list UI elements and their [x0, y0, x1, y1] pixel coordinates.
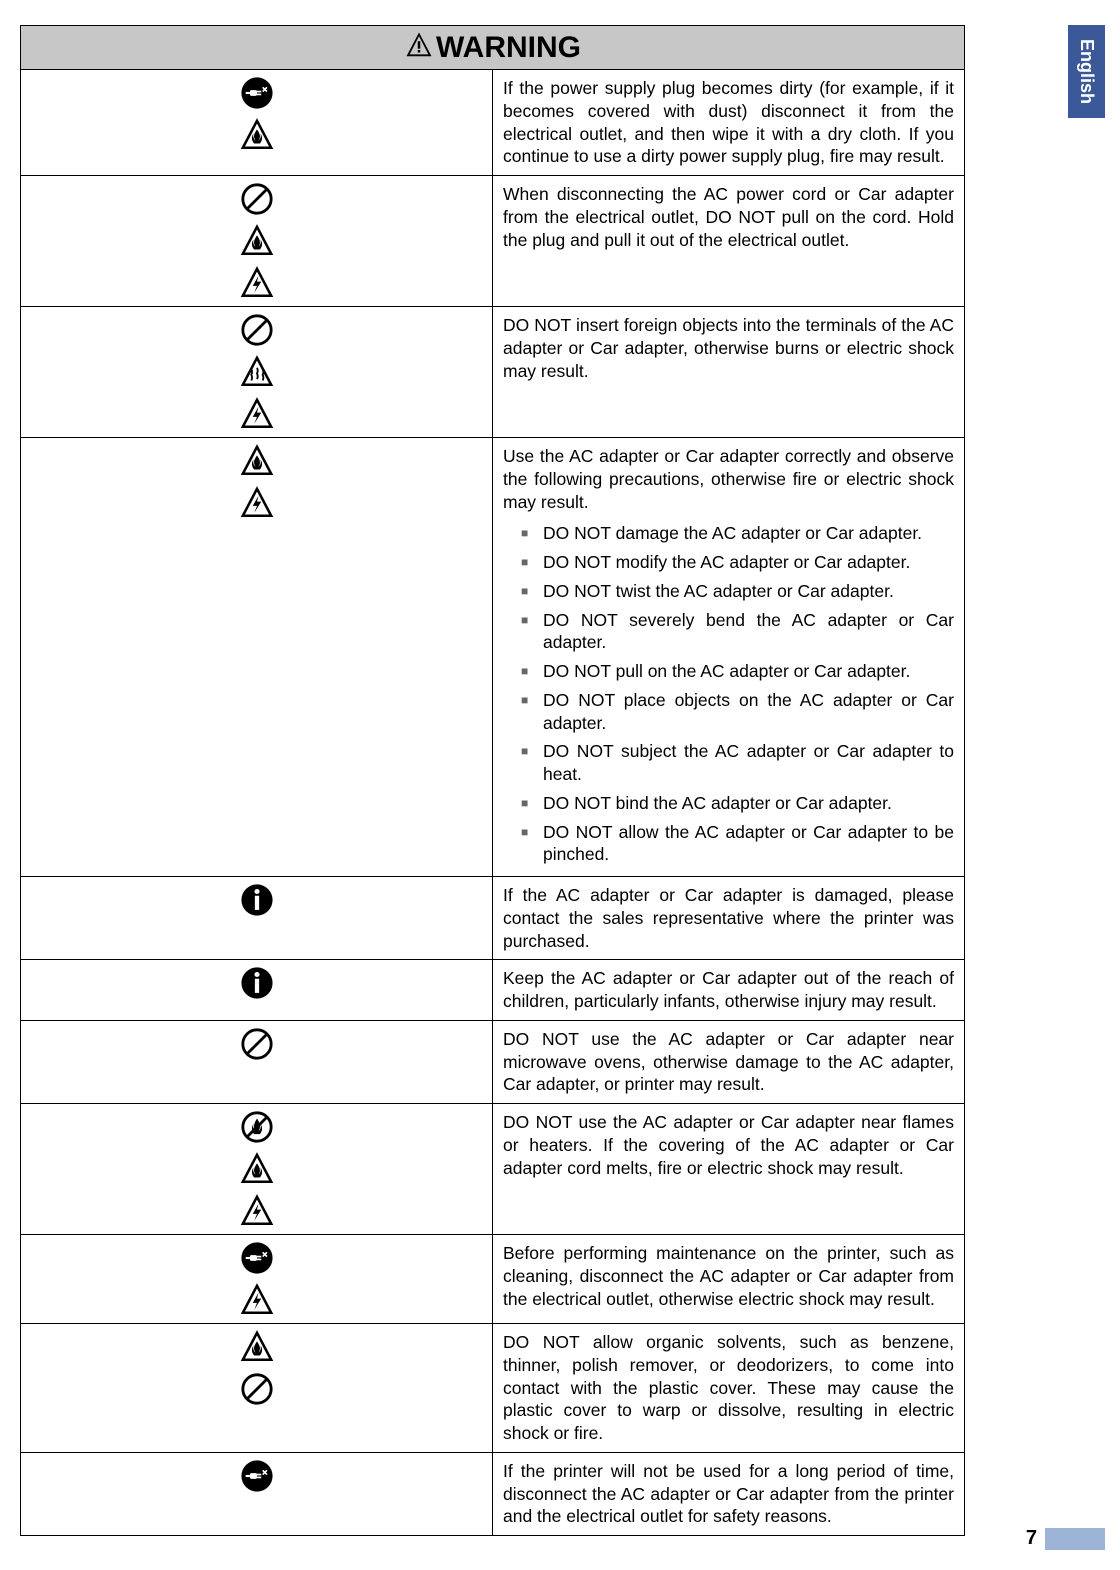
- bullet-item: DO NOT modify the AC adapter or Car adap…: [521, 548, 954, 577]
- warning-text: DO NOT allow organic solvents, such as b…: [493, 1324, 965, 1453]
- bullet-item: DO NOT pull on the AC adapter or Car ada…: [521, 657, 954, 686]
- warning-header-icon: [404, 30, 434, 65]
- warning-text: Before performing maintenance on the pri…: [493, 1235, 965, 1324]
- warning-text: DO NOT use the AC adapter or Car adapter…: [493, 1020, 965, 1103]
- warning-text: If the printer will not be used for a lo…: [493, 1452, 965, 1535]
- fire-tri-icon: [240, 444, 274, 478]
- unplug-icon: [240, 76, 274, 110]
- warning-row: DO NOT insert foreign objects into the t…: [21, 307, 965, 438]
- warning-row: Keep the AC adapter or Car adapter out o…: [21, 960, 965, 1021]
- bullet-list: DO NOT damage the AC adapter or Car adap…: [503, 519, 954, 869]
- warning-text-content: Keep the AC adapter or Car adapter out o…: [503, 967, 954, 1013]
- warning-row: If the power supply plug becomes dirty (…: [21, 70, 965, 176]
- warning-text-content: DO NOT use the AC adapter or Car adapter…: [503, 1111, 954, 1179]
- warning-text-content: If the printer will not be used for a lo…: [503, 1460, 954, 1528]
- warning-header: WARNING: [21, 26, 965, 70]
- prohibit-icon: [240, 182, 274, 216]
- warning-text: DO NOT insert foreign objects into the t…: [493, 307, 965, 438]
- warning-row: DO NOT allow organic solvents, such as b…: [21, 1324, 965, 1453]
- warning-text: Keep the AC adapter or Car adapter out o…: [493, 960, 965, 1021]
- warning-row: Use the AC adapter or Car adapter correc…: [21, 438, 965, 877]
- warning-text-content: DO NOT use the AC adapter or Car adapter…: [503, 1028, 954, 1096]
- icon-cell: [21, 176, 493, 307]
- heat-tri-icon: [240, 355, 274, 389]
- shock-tri-icon: [240, 266, 274, 300]
- prohibit-icon: [240, 1027, 274, 1061]
- warning-text-content: When disconnecting the AC power cord or …: [503, 183, 954, 251]
- fire-tri-icon: [240, 1152, 274, 1186]
- shock-tri-icon: [240, 1283, 274, 1317]
- icon-cell: [21, 307, 493, 438]
- page-number: 7: [1026, 1527, 1037, 1550]
- bullet-item: DO NOT subject the AC adapter or Car ada…: [521, 737, 954, 789]
- bullet-item: DO NOT twist the AC adapter or Car adapt…: [521, 577, 954, 606]
- warning-text-content: If the power supply plug becomes dirty (…: [503, 77, 954, 168]
- warning-row: If the AC adapter or Car adapter is dama…: [21, 877, 965, 960]
- warning-text: DO NOT use the AC adapter or Car adapter…: [493, 1104, 965, 1235]
- page-footer: 7: [1026, 1527, 1105, 1550]
- warning-text-content: If the AC adapter or Car adapter is dama…: [503, 884, 954, 952]
- bullet-item: DO NOT severely bend the AC adapter or C…: [521, 606, 954, 658]
- no-flame-icon: [240, 1110, 274, 1144]
- shock-tri-icon: [240, 1194, 274, 1228]
- icon-cell: [21, 70, 493, 176]
- warning-row: DO NOT use the AC adapter or Car adapter…: [21, 1020, 965, 1103]
- bullet-item: DO NOT allow the AC adapter or Car adapt…: [521, 818, 954, 870]
- fire-tri-icon: [240, 224, 274, 258]
- warning-text-content: DO NOT allow organic solvents, such as b…: [503, 1331, 954, 1445]
- warning-row: If the printer will not be used for a lo…: [21, 1452, 965, 1535]
- icon-cell: [21, 438, 493, 877]
- warning-text-content: DO NOT insert foreign objects into the t…: [503, 314, 954, 382]
- unplug-icon: [240, 1459, 274, 1493]
- icon-cell: [21, 1235, 493, 1324]
- prohibit-icon: [240, 313, 274, 347]
- language-tab: English: [1068, 25, 1105, 118]
- unplug-icon: [240, 1241, 274, 1275]
- mandatory-icon: [240, 966, 274, 1000]
- warning-text: When disconnecting the AC power cord or …: [493, 176, 965, 307]
- mandatory-icon: [240, 883, 274, 917]
- shock-tri-icon: [240, 486, 274, 520]
- prohibit-icon: [240, 1372, 274, 1406]
- warning-row: Before performing maintenance on the pri…: [21, 1235, 965, 1324]
- icon-cell: [21, 877, 493, 960]
- fire-tri-icon: [240, 1330, 274, 1364]
- warning-row: When disconnecting the AC power cord or …: [21, 176, 965, 307]
- warning-table: WARNING If the power supply plug becomes…: [20, 25, 965, 1536]
- footer-tab: [1045, 1528, 1105, 1550]
- warning-row: DO NOT use the AC adapter or Car adapter…: [21, 1104, 965, 1235]
- warning-text: Use the AC adapter or Car adapter correc…: [493, 438, 965, 877]
- bullet-item: DO NOT damage the AC adapter or Car adap…: [521, 519, 954, 548]
- bullet-item: DO NOT place objects on the AC adapter o…: [521, 686, 954, 738]
- bullet-item: DO NOT bind the AC adapter or Car adapte…: [521, 789, 954, 818]
- icon-cell: [21, 1020, 493, 1103]
- warning-text-content: Before performing maintenance on the pri…: [503, 1242, 954, 1310]
- warning-text: If the power supply plug becomes dirty (…: [493, 70, 965, 176]
- fire-tri-icon: [240, 118, 274, 152]
- icon-cell: [21, 960, 493, 1021]
- warning-title: WARNING: [436, 31, 581, 65]
- warning-text: If the AC adapter or Car adapter is dama…: [493, 877, 965, 960]
- icon-cell: [21, 1452, 493, 1535]
- icon-cell: [21, 1324, 493, 1453]
- shock-tri-icon: [240, 397, 274, 431]
- warning-text-content: Use the AC adapter or Car adapter correc…: [503, 445, 954, 513]
- icon-cell: [21, 1104, 493, 1235]
